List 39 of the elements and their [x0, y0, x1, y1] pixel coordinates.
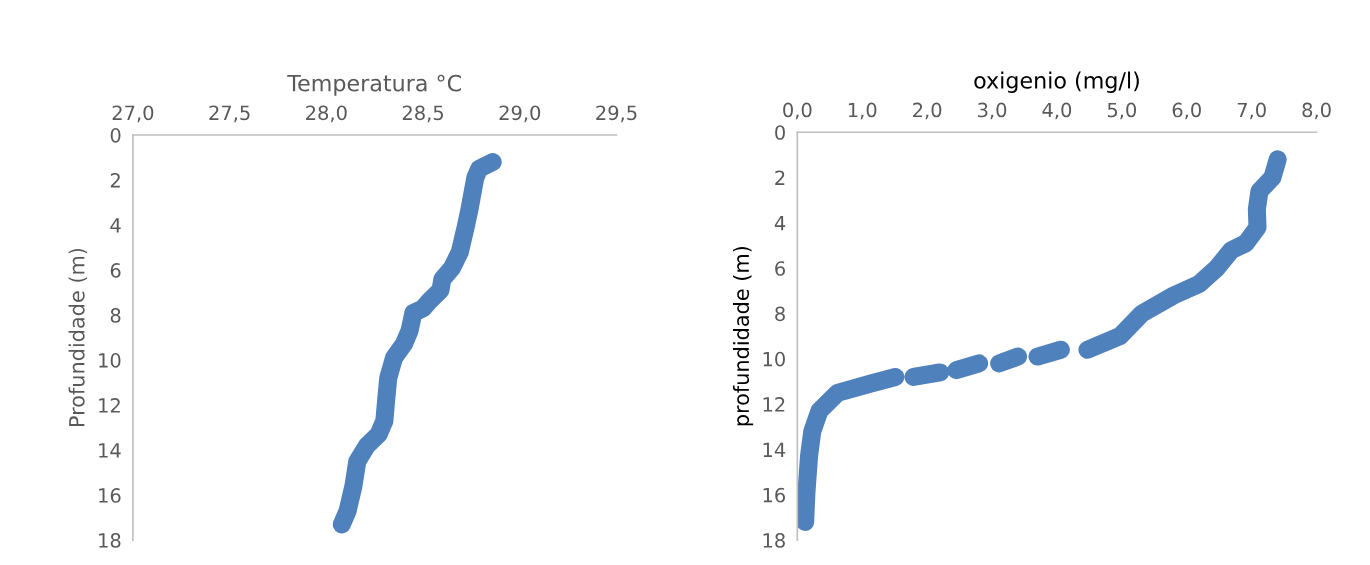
x-tick-label: 27,5	[209, 105, 250, 123]
y-tick-label: 10	[99, 353, 121, 368]
x-tick-label: 28,5	[402, 105, 444, 123]
x-tick-label: 29,5	[596, 105, 637, 123]
x-tick-label: 8,0	[1302, 102, 1331, 120]
y-tick-label: 18	[99, 533, 121, 548]
x-tick-label: 27,0	[112, 105, 154, 123]
x-tick-label: 29,0	[499, 105, 541, 123]
x-tick-label: 1,0	[848, 102, 877, 120]
y-tick-label: 0	[110, 127, 121, 143]
x-tick-label: 0,0	[783, 102, 812, 120]
y-tick-label: 16	[763, 487, 785, 503]
y-tick-label: 0	[775, 125, 785, 140]
y-tick-label: 6	[775, 261, 785, 276]
y-tick-label: 2	[775, 170, 785, 185]
y-tick-label: 6	[110, 263, 121, 278]
x-axis-title: Temperatura °C	[287, 74, 461, 96]
y-tick-label: 14	[99, 443, 121, 458]
x-tick-label: 3,0	[978, 102, 1007, 120]
y-tick-label: 18	[763, 533, 785, 548]
y-tick-label: 12	[99, 398, 120, 413]
y-tick-label: 14	[763, 442, 786, 457]
y-axis-title: profundidade (m)	[732, 246, 754, 426]
y-tick-label: 4	[110, 218, 121, 233]
y-tick-label: 12	[763, 397, 785, 412]
x-tick-label: 4,0	[1042, 102, 1072, 120]
y-tick-label: 4	[774, 216, 786, 231]
y-tick-label: 16	[99, 488, 121, 503]
x-tick-label: 6,0	[1172, 102, 1201, 120]
x-tick-label: 2,0	[913, 102, 942, 120]
y-tick-label: 10	[763, 351, 785, 367]
y-tick-label: 8	[775, 306, 785, 322]
x-tick-label: 5,0	[1107, 102, 1137, 120]
y-tick-label: 2	[110, 173, 120, 188]
x-axis-title: oxigenio (mg/l)	[974, 71, 1139, 94]
x-tick-label: 7,0	[1237, 102, 1266, 120]
y-axis-title: Profundidade (m)	[68, 248, 88, 427]
y-tick-label: 8	[110, 308, 121, 323]
x-tick-label: 28,0	[306, 105, 347, 123]
